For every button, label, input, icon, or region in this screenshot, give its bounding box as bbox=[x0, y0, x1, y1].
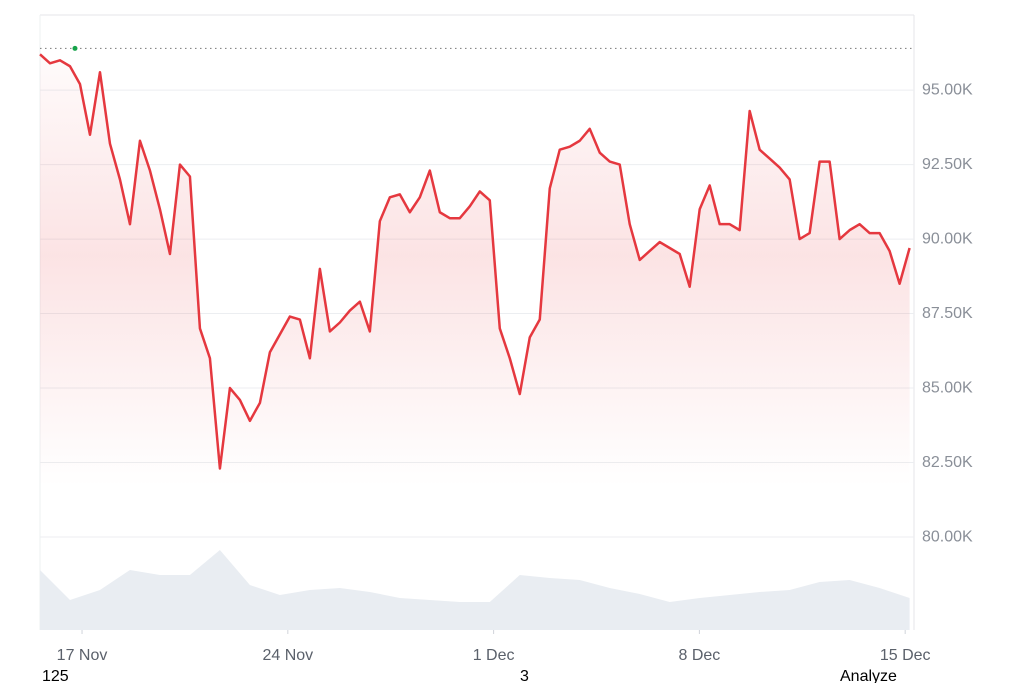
x-tick-label: 15 Dec bbox=[880, 647, 931, 664]
y-tick-label: 90.00K bbox=[922, 230, 973, 247]
x-tick-label: 17 Nov bbox=[57, 647, 108, 664]
y-tick-label: 82.50K bbox=[922, 454, 973, 471]
price-area bbox=[40, 54, 910, 630]
price-line bbox=[39, 53, 911, 470]
y-tick-label: 80.00K bbox=[922, 528, 973, 545]
high-point bbox=[72, 45, 78, 51]
y-tick-label: 92.50K bbox=[922, 156, 973, 173]
footer-text: Analyze bbox=[840, 668, 897, 683]
x-tick-label: 8 Dec bbox=[678, 647, 720, 664]
x-tick-label: 24 Nov bbox=[262, 647, 313, 664]
footer-text: 125 bbox=[42, 668, 69, 683]
y-tick-label: 87.50K bbox=[922, 305, 973, 322]
y-tick-label: 95.00K bbox=[922, 81, 973, 98]
y-tick-label: 85.00K bbox=[922, 379, 973, 396]
footer-text: 3 bbox=[520, 668, 529, 683]
x-tick-label: 1 Dec bbox=[473, 647, 515, 664]
